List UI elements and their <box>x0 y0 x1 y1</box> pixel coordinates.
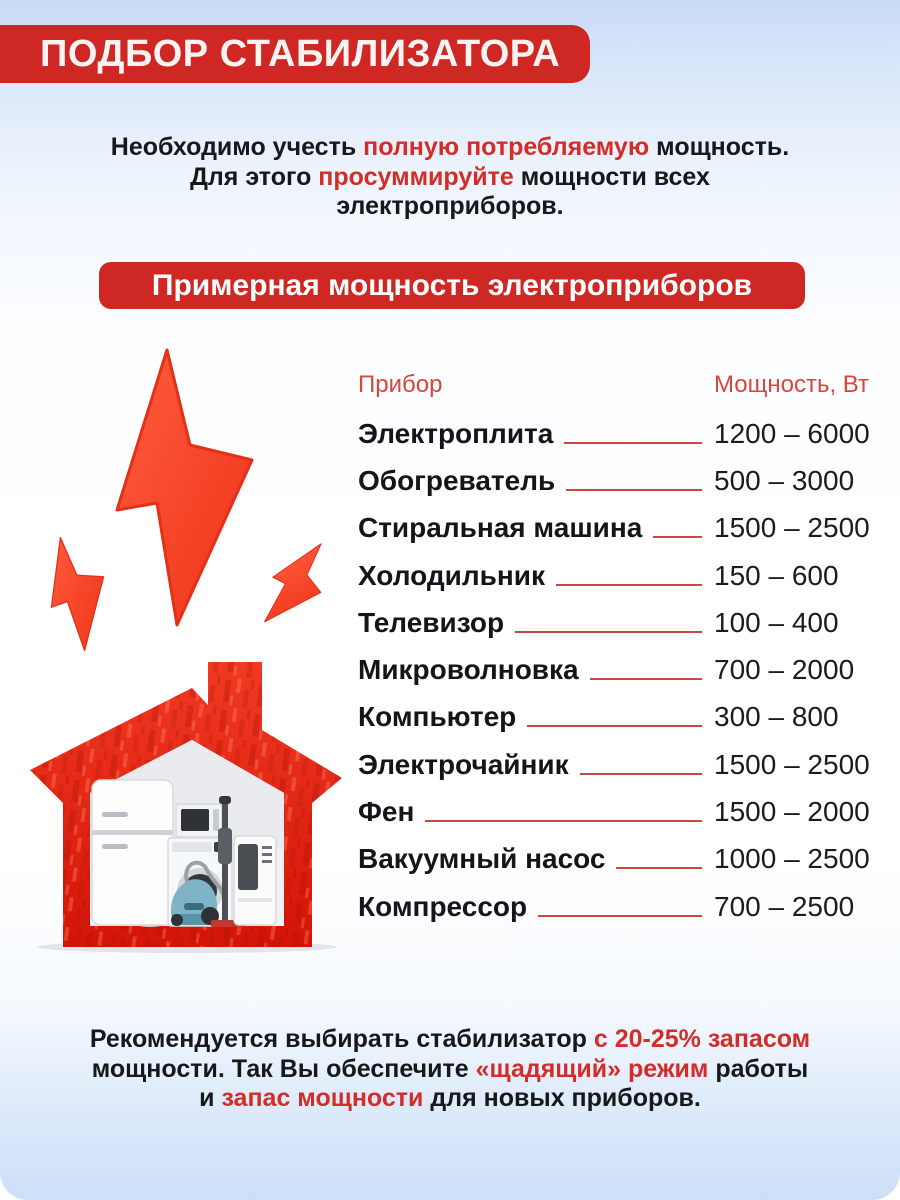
leader-line <box>589 678 702 681</box>
leader-line <box>616 867 702 870</box>
leader-line <box>564 441 702 444</box>
big-bolt-icon <box>115 348 254 627</box>
table-row: Вакуумный насос 1000 – 2500 <box>358 843 870 875</box>
table-header-power: Мощность, Вт <box>714 371 869 398</box>
leader-line <box>556 583 702 586</box>
leader-line <box>527 725 702 728</box>
house-appliances-icon <box>30 662 342 953</box>
leader-line <box>566 488 702 491</box>
section-banner: Примерная мощность электроприборов <box>99 262 805 309</box>
table-row: Обогреватель 500 – 3000 <box>358 464 855 496</box>
intro-line: электроприборов. <box>336 192 564 220</box>
power-table: Прибор Мощность, Вт Электроплита 1200 – 6… <box>358 371 870 930</box>
microwave-icon <box>175 803 223 838</box>
title-banner: ПОДБОР СТАБИЛИЗАТОРА <box>0 25 590 83</box>
footer-line: Рекомендуется выбирать стабилизатор с 20… <box>89 1025 811 1053</box>
table-row: Компьютер 300 – 800 <box>358 701 839 733</box>
fridge-icon <box>91 779 174 926</box>
table-header-device: Прибор <box>358 371 443 398</box>
intro-line: Необходимо учесть полную потребляемую мо… <box>110 133 790 161</box>
intro-paragraph: Необходимо учесть полную потребляемую мо… <box>0 133 900 222</box>
intro-line: Для этого просуммируйте мощности всех <box>190 162 710 191</box>
small-right-bolt-icon <box>247 532 346 639</box>
air-conditioner-icon <box>233 835 277 926</box>
table-row: Телевизор 100 – 400 <box>358 606 839 638</box>
section-title: Примерная мощность электроприборов <box>151 268 753 302</box>
table-row: Фен 1500 – 2000 <box>358 796 870 828</box>
table-row: Электрочайник 1500 – 2500 <box>358 748 870 780</box>
table-header: Прибор Мощность, Вт <box>358 371 869 399</box>
leader-line <box>653 536 702 539</box>
footer-paragraph: Рекомендуется выбирать стабилизатор с 20… <box>0 1025 900 1114</box>
table-row: Холодильник 150 – 600 <box>358 559 839 591</box>
table-row: Микроволновка 700 – 2000 <box>358 654 855 686</box>
footer-line: и запас мощности для новых приборов. <box>199 1084 701 1112</box>
lightning-bolts-icon <box>39 348 346 656</box>
table-row: Стиральная машина 1500 – 2500 <box>358 512 870 544</box>
page-title: ПОДБОР СТАБИЛИЗАТОРА <box>40 32 561 75</box>
footer-line: мощности. Так Вы обеспечите «щадящий» ре… <box>91 1054 809 1083</box>
leader-line <box>538 914 702 917</box>
leader-line <box>425 820 702 823</box>
leader-line <box>515 630 702 633</box>
table-row: Электроплита 1200 – 6000 <box>358 417 870 449</box>
leader-line <box>579 772 702 775</box>
table-row: Компрессор 700 – 2500 <box>358 890 855 922</box>
small-left-bolt-icon <box>39 530 117 656</box>
